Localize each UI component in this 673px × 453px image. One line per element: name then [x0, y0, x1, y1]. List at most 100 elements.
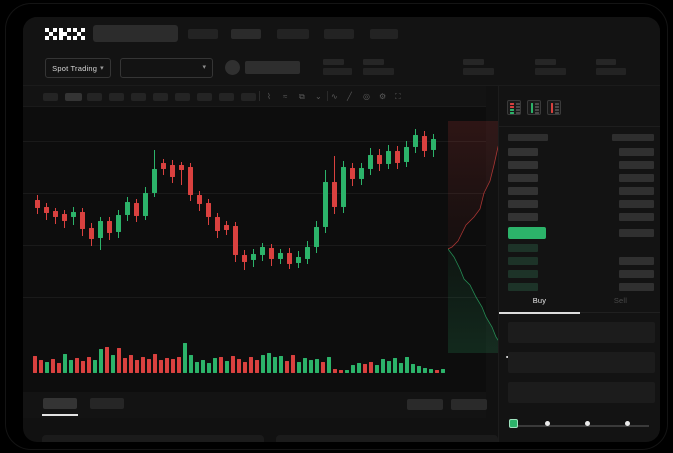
nav-item-0[interactable] [188, 29, 218, 39]
orderbook-ask-price-4[interactable] [508, 200, 538, 208]
timeframe-pill-8[interactable] [219, 93, 234, 101]
order-field-1[interactable] [508, 352, 655, 373]
timeframe-pill-3[interactable] [109, 93, 124, 101]
settings-icon[interactable]: ⚙ [379, 92, 387, 101]
avatar [225, 60, 240, 75]
camera-icon[interactable]: ◎ [363, 92, 370, 101]
candle-body [35, 200, 40, 208]
nav-item-1[interactable] [231, 29, 261, 39]
chevron-down-icon: ▾ [100, 64, 104, 72]
candle-body [278, 253, 283, 259]
chart-tab-1[interactable] [90, 398, 124, 409]
volume-bar-67 [435, 370, 439, 373]
stat-value [535, 68, 566, 75]
candle-body [62, 214, 67, 221]
volume-bar-42 [285, 361, 289, 373]
orderbook-bid-price-2[interactable] [508, 270, 538, 278]
volume-series [23, 325, 486, 373]
candle-body [404, 147, 409, 162]
volume-bar-22 [165, 358, 169, 373]
search-input[interactable] [93, 25, 178, 42]
timeframe-pill-0[interactable] [43, 93, 58, 101]
volume-bar-68 [441, 369, 445, 373]
amount-slider-step-50[interactable] [585, 421, 590, 426]
volume-bar-10 [93, 360, 97, 373]
tab-buy[interactable]: Buy [532, 296, 547, 305]
orderbook-ask-price-2[interactable] [508, 174, 538, 182]
candle-body [413, 135, 418, 147]
orderbook-display-modes [507, 100, 561, 115]
indicator-icon[interactable]: ≈ [283, 92, 288, 101]
pair-selector[interactable]: ▾ [120, 58, 213, 78]
volume-bar-52 [345, 370, 349, 373]
chevron-down-icon[interactable]: ⌄ [315, 92, 322, 101]
stat-value [363, 68, 394, 75]
timeframe-pill-5[interactable] [153, 93, 168, 101]
orderbook-bid-price-1[interactable] [508, 257, 538, 265]
candle-body [152, 169, 157, 193]
timeframe-pill-1[interactable] [65, 93, 82, 101]
fullscreen-icon[interactable]: ⛶ [395, 92, 401, 101]
candle-body [125, 202, 130, 215]
timeframe-pill-2[interactable] [87, 93, 102, 101]
orderbook-sidebar: Buy Sell [498, 86, 660, 442]
line-chart-icon[interactable]: ∿ [331, 92, 338, 101]
candle-body [242, 255, 247, 262]
market-type-selector[interactable]: Spot Trading ▾ [45, 58, 111, 78]
nav-item-2[interactable] [277, 29, 309, 39]
volume-bar-33 [231, 356, 235, 373]
amount-slider-step-25[interactable] [545, 421, 550, 426]
nav-item-4[interactable] [370, 29, 398, 39]
bottom-panel-1[interactable] [276, 435, 498, 442]
volume-bar-18 [141, 357, 145, 373]
nav-item-3[interactable] [324, 29, 354, 39]
candle-body [332, 182, 337, 207]
candle-body [260, 247, 265, 255]
orderbook-mode-asks-icon[interactable] [547, 100, 561, 115]
stat-label [323, 59, 344, 65]
orderbook-mode-both-icon[interactable] [507, 100, 521, 115]
order-form-tabs: Buy Sell [499, 291, 660, 314]
candle-wick [181, 162, 182, 185]
bottom-panel-0[interactable] [42, 435, 264, 442]
drawing-tools-icon[interactable]: ╱ [347, 92, 352, 101]
price-chart[interactable] [23, 107, 486, 392]
chart-tab-0[interactable] [43, 398, 77, 409]
tab-sell[interactable]: Sell [613, 296, 628, 305]
stat-block-2 [463, 59, 494, 75]
amount-slider-track[interactable] [511, 425, 649, 427]
chart-type-icon[interactable]: ⌇ [267, 92, 271, 101]
timeframe-pill-6[interactable] [175, 93, 190, 101]
volume-bar-35 [243, 362, 247, 373]
timeframe-pill-9[interactable] [241, 93, 256, 101]
timeframe-pill-4[interactable] [131, 93, 146, 101]
orderbook-ask-price-3[interactable] [508, 187, 538, 195]
divider [499, 126, 660, 127]
stat-label [463, 59, 484, 65]
orderbook-ask-amount-0 [619, 148, 654, 156]
orderbook-ask-price-5[interactable] [508, 213, 538, 221]
volume-bar-19 [147, 359, 151, 373]
candle-body [143, 193, 148, 216]
order-field-2[interactable] [508, 382, 655, 403]
orderbook-ask-price-0[interactable] [508, 148, 538, 156]
stat-label [535, 59, 556, 65]
chart-action-1[interactable] [451, 399, 487, 410]
orderbook-bid-price-3[interactable] [508, 283, 538, 291]
volume-bar-53 [351, 365, 355, 373]
amount-slider-handle[interactable] [509, 419, 518, 428]
volume-bar-21 [159, 360, 163, 373]
okx-logo-icon[interactable] [45, 28, 85, 40]
candle-body [71, 212, 76, 217]
orderbook-ask-price-1[interactable] [508, 161, 538, 169]
order-field-0[interactable] [508, 322, 655, 343]
compare-icon[interactable]: ⧉ [299, 92, 305, 101]
orderbook-bid-price-0[interactable] [508, 244, 538, 252]
amount-slider-step-75[interactable] [625, 421, 630, 426]
candle-body [215, 217, 220, 231]
orderbook-mode-bids-icon[interactable] [527, 100, 541, 115]
active-tab-indicator [499, 312, 580, 314]
candle-body [251, 254, 256, 260]
timeframe-pill-7[interactable] [197, 93, 212, 101]
chart-action-0[interactable] [407, 399, 443, 410]
